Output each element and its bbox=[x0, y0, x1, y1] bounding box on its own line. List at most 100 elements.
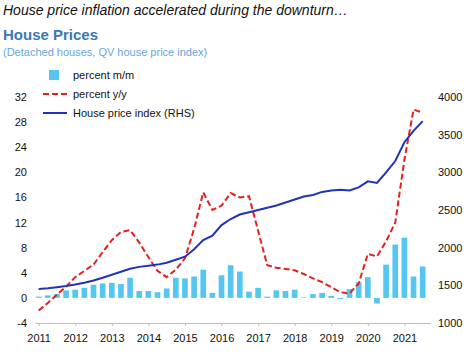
y-tick-label: 4 bbox=[21, 267, 27, 279]
y2-tick-label: 3500 bbox=[438, 129, 462, 141]
legend-swatch bbox=[43, 93, 67, 95]
title: House Prices bbox=[3, 26, 98, 43]
y-tick: 12 bbox=[15, 217, 35, 229]
bar bbox=[246, 292, 252, 298]
y-tick-label: 0 bbox=[21, 292, 27, 304]
bar bbox=[72, 290, 78, 298]
y-tick-label: 24 bbox=[15, 141, 27, 153]
x-tick-mark bbox=[404, 323, 405, 326]
y2-tick-label: 3000 bbox=[438, 166, 462, 178]
y-tick: 16 bbox=[15, 191, 35, 203]
bar bbox=[109, 283, 115, 298]
bar bbox=[91, 285, 97, 298]
x-tick-label: 2021 bbox=[393, 332, 417, 344]
bar bbox=[310, 294, 316, 298]
bar bbox=[365, 277, 371, 298]
x-tick-mark bbox=[185, 323, 186, 326]
y-tick-label: 8 bbox=[21, 242, 27, 254]
y-tick: 20 bbox=[15, 166, 35, 178]
y2-tick-label: 1500 bbox=[438, 279, 462, 291]
bar bbox=[228, 265, 234, 298]
y-axis: -4 0 4 8 12 16 20 24 28 32 bbox=[15, 91, 36, 329]
x-tick: 2014 bbox=[137, 323, 161, 344]
bar bbox=[283, 291, 289, 298]
x-tick-label: 2011 bbox=[27, 332, 51, 344]
legend-label: House price index (RHS) bbox=[73, 107, 195, 119]
bar bbox=[136, 291, 142, 298]
y2-tick: 2000 bbox=[430, 242, 462, 254]
bar bbox=[82, 288, 88, 298]
bar bbox=[383, 265, 389, 298]
x-tick-label: 2019 bbox=[320, 332, 344, 344]
x-tick-mark bbox=[75, 323, 76, 326]
y-tick-label: 32 bbox=[15, 91, 27, 103]
bar bbox=[237, 272, 243, 298]
x-axis-line bbox=[36, 323, 431, 324]
y2-tick-label: 2500 bbox=[438, 204, 462, 216]
x-tick: 2019 bbox=[320, 323, 344, 344]
x-tick-label: 2013 bbox=[100, 332, 124, 344]
y2-axis: 1000 1500 2000 2500 3000 3500 4000 bbox=[430, 91, 462, 329]
x-tick: 2018 bbox=[283, 323, 307, 344]
y-tick-label: 12 bbox=[15, 217, 27, 229]
y-tick-label: 16 bbox=[15, 191, 27, 203]
bar-series bbox=[36, 238, 426, 304]
y-tick: 8 bbox=[21, 242, 35, 254]
bar bbox=[127, 278, 133, 298]
x-tick-mark bbox=[368, 323, 369, 326]
line bbox=[39, 110, 423, 311]
bar bbox=[420, 267, 426, 298]
bar bbox=[301, 297, 307, 299]
bar bbox=[392, 245, 398, 298]
y2-tick: 2500 bbox=[430, 204, 462, 216]
y-tick: 4 bbox=[21, 267, 35, 279]
x-tick-mark bbox=[112, 323, 113, 326]
y2-tick-label: 2000 bbox=[438, 242, 462, 254]
y-tick-label: 20 bbox=[15, 166, 27, 178]
x-tick: 2020 bbox=[356, 323, 380, 344]
bar bbox=[191, 277, 197, 298]
x-tick: 2015 bbox=[173, 323, 197, 344]
y-tick: -4 bbox=[17, 317, 35, 329]
y2-tick: 1000 bbox=[430, 317, 462, 329]
x-tick: 2013 bbox=[100, 323, 124, 344]
y-tick: 28 bbox=[15, 116, 35, 128]
x-tick: 2011 bbox=[27, 323, 51, 344]
y2-tick: 4000 bbox=[430, 91, 462, 103]
bar bbox=[100, 283, 106, 297]
bar bbox=[292, 290, 298, 298]
x-tick: 2016 bbox=[210, 323, 234, 344]
bar bbox=[118, 284, 124, 298]
bar bbox=[411, 277, 417, 298]
plot-area bbox=[36, 110, 426, 311]
y-tick-label: 28 bbox=[15, 116, 27, 128]
x-tick-label: 2016 bbox=[210, 332, 234, 344]
x-tick-label: 2014 bbox=[137, 332, 161, 344]
bar bbox=[264, 297, 270, 298]
bar bbox=[338, 298, 344, 299]
legend-label: percent y/y bbox=[73, 88, 127, 100]
bar bbox=[36, 297, 42, 298]
headline: House price inflation accelerated during… bbox=[3, 2, 348, 18]
x-tick: 2012 bbox=[63, 323, 87, 344]
legend-swatch bbox=[49, 70, 59, 80]
y2-tick: 3000 bbox=[430, 166, 462, 178]
y2-tick-label: 1000 bbox=[438, 317, 462, 329]
x-tick-mark bbox=[222, 323, 223, 326]
y-axis-line bbox=[35, 98, 36, 324]
legend: percent m/m percent y/y House price index … bbox=[43, 69, 195, 119]
y2-tick: 1500 bbox=[430, 279, 462, 291]
x-tick-mark bbox=[39, 323, 40, 326]
bar bbox=[182, 278, 188, 297]
subtitle: (Detached houses, QV house price index) bbox=[3, 46, 207, 58]
y-tick: 32 bbox=[15, 91, 35, 103]
bar bbox=[274, 290, 280, 298]
bar bbox=[402, 238, 408, 298]
legend-label: percent m/m bbox=[73, 69, 134, 81]
x-tick-mark bbox=[295, 323, 296, 326]
y2-tick: 3500 bbox=[430, 129, 462, 141]
bar bbox=[255, 288, 261, 298]
bar bbox=[219, 275, 225, 298]
bar bbox=[63, 290, 69, 298]
x-tick-label: 2018 bbox=[283, 332, 307, 344]
